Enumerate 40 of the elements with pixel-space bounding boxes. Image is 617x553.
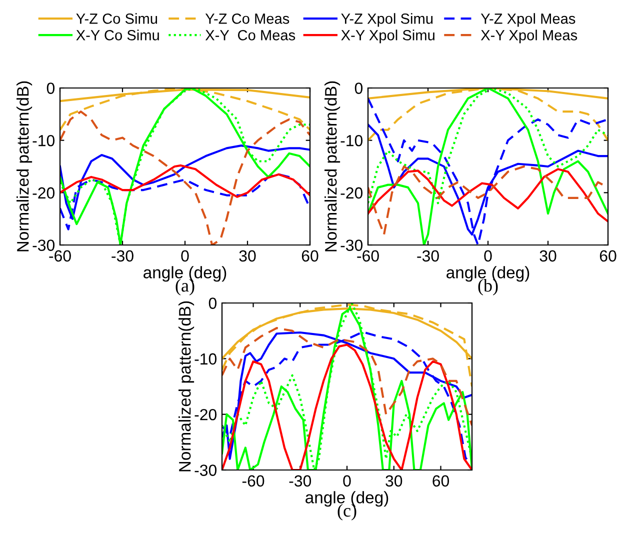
line-series — [368, 168, 608, 222]
x-tick-label: -30 — [112, 250, 134, 262]
x-tick-label: -30 — [289, 475, 312, 487]
y-tick-label: 0 — [46, 82, 55, 94]
legend-label: Y-Z Co Meas — [205, 14, 290, 24]
x-tick-label: 0 — [181, 250, 189, 262]
line-series — [222, 327, 472, 427]
y-axis-title: Normalized pattern(dB) — [16, 81, 32, 252]
legend-label: X-Y Co Simu — [76, 30, 159, 40]
y-tick-label: -10 — [340, 134, 363, 146]
x-tick-label: -60 — [49, 250, 71, 262]
legend-label: Y-Z Co Simu — [76, 13, 158, 24]
legend-label: X-Y Xpol Meas — [480, 30, 578, 44]
x-tick-label: 60 — [432, 475, 450, 487]
legend-label: X-Y Co Meas — [205, 30, 296, 40]
y-tick-label: -30 — [32, 240, 55, 251]
legend-label: X-Y Xpol Simu — [341, 30, 434, 44]
legend-label: Y-Z Xpol Simu — [341, 13, 433, 27]
x-tick-label: 30 — [386, 475, 402, 487]
x-tick-label: 30 — [239, 250, 256, 262]
x-tick-label: 60 — [302, 250, 318, 262]
y-tick-label: -10 — [32, 134, 55, 146]
y-tick-label: -30 — [340, 240, 363, 251]
y-tick-label: -20 — [340, 187, 363, 199]
y-tick-label: -20 — [194, 408, 217, 420]
x-tick-label: -60 — [242, 475, 264, 487]
line-series — [60, 164, 310, 198]
y-tick-label: -20 — [32, 187, 55, 199]
y-tick-label: -10 — [194, 353, 217, 365]
x-tick-label: 60 — [600, 250, 616, 262]
x-tick-label: 30 — [540, 250, 556, 262]
y-tick-label: 0 — [208, 298, 217, 309]
y-tick-label: 0 — [354, 82, 363, 94]
x-tick-label: 0 — [484, 250, 492, 262]
legend-label: Y-Z Xpol Meas — [480, 13, 576, 27]
y-axis-title: Normalized pattern(dB) — [324, 81, 340, 252]
x-tick-label: -60 — [357, 250, 379, 262]
y-tick-label: -30 — [194, 464, 217, 476]
y-axis-title: Normalized pattern(dB) — [178, 301, 194, 472]
x-tick-label: -30 — [417, 250, 439, 262]
